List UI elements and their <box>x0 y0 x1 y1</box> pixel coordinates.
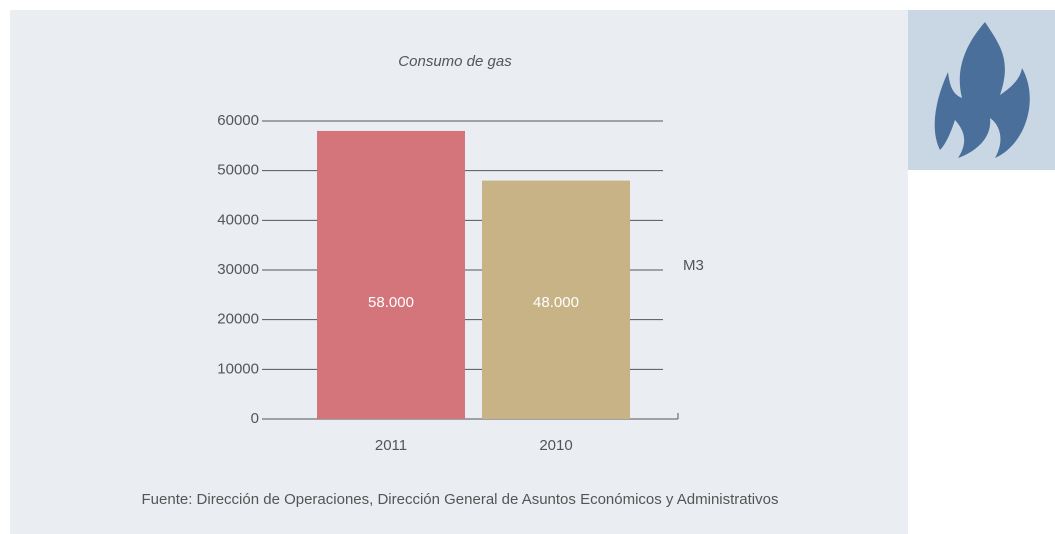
y-tick-label: 50000 <box>217 162 259 179</box>
y-tick-label: 0 <box>251 410 259 427</box>
chart-title: Consumo de gas <box>398 53 512 70</box>
y-tick-label: 20000 <box>217 311 259 328</box>
y-tick-label: 30000 <box>217 261 259 278</box>
y-axis-label: M3 <box>683 257 704 274</box>
bar <box>317 130 465 419</box>
source: Fuente: Dirección de Operaciones, Direcc… <box>142 491 779 508</box>
x-tick-label: 2011 <box>375 437 407 454</box>
bar <box>482 180 630 419</box>
x-tick-label: 2010 <box>539 437 572 454</box>
value-label: 48.000 <box>533 294 579 311</box>
y-tick-label: 40000 <box>217 211 259 228</box>
value-label: 58.000 <box>368 294 414 311</box>
y-tick-label: 60000 <box>217 112 259 129</box>
flame-icon <box>934 22 1030 158</box>
y-tick-label: 10000 <box>217 360 259 377</box>
